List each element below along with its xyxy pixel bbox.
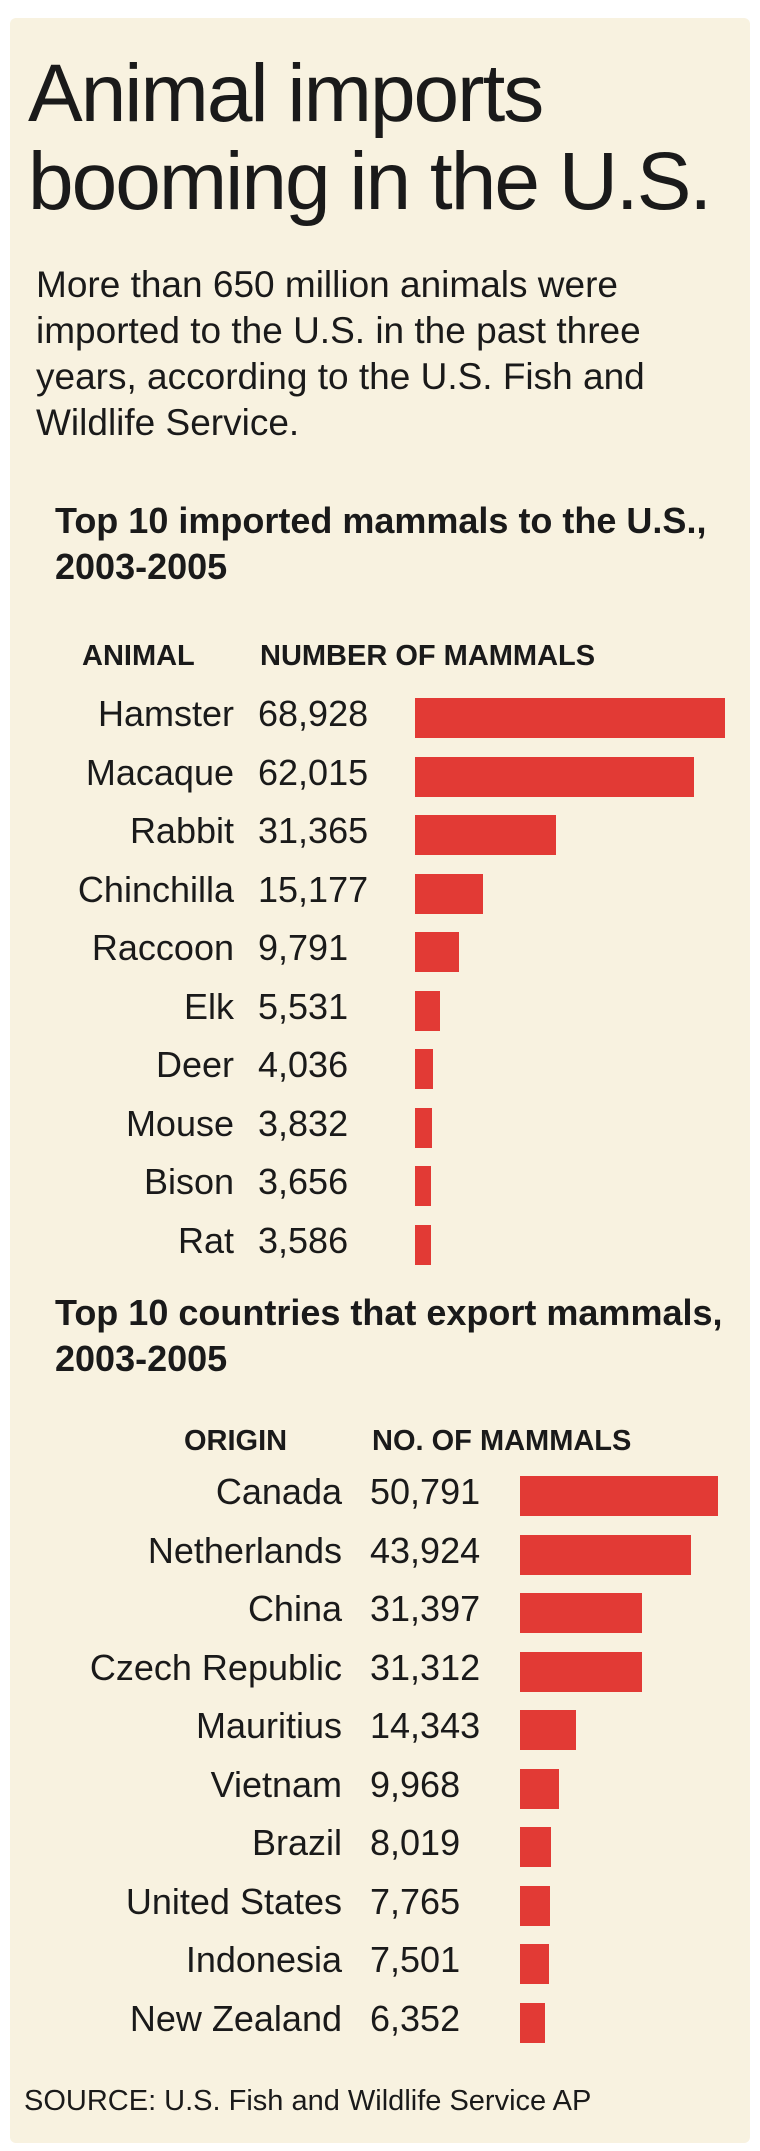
chart2-value-label: 7,501 <box>370 1939 461 1980</box>
chart2-category-label: Mauritius <box>195 1705 342 1746</box>
chart2-category-label: New Zealand <box>129 1997 342 2039</box>
chart1-category-label: Elk <box>183 985 234 1027</box>
chart2-bar <box>520 1476 718 1516</box>
chart2-category-label: Indonesia <box>185 1939 342 1980</box>
chart2-bar <box>520 1593 642 1633</box>
chart1-value-label: 5,531 <box>258 985 349 1027</box>
chart1-bar <box>415 1049 433 1089</box>
chart2-value-label: 7,765 <box>370 1880 461 1922</box>
chart1-category-label: Deer <box>155 1044 234 1085</box>
chart2-category-label: Czech Republic <box>89 1646 342 1688</box>
chart2-value-label: 9,968 <box>370 1763 461 1805</box>
chart1-category-label: Macaque <box>85 751 234 793</box>
chart1-value-label: 68,928 <box>258 693 369 734</box>
chart1-bar <box>415 698 725 738</box>
chart1-bar <box>415 815 556 855</box>
chart1-value-label: 15,177 <box>258 868 369 910</box>
chart2-bar <box>520 1885 550 1926</box>
graphic-panel <box>10 18 750 2143</box>
chart2-value-label: 50,791 <box>370 1471 481 1512</box>
chart1-bar <box>415 756 694 797</box>
chart1-value-label: 3,656 <box>258 1161 349 1202</box>
chart1-value-label: 4,036 <box>258 1044 349 1085</box>
chart2-category-label: China <box>247 1588 342 1629</box>
chart2-value-label: 31,312 <box>370 1646 481 1688</box>
chart1-category-label: Rat <box>177 1219 234 1261</box>
chart1-category-label: Chinchilla <box>77 868 234 910</box>
chart1-value-label: 31,365 <box>258 810 369 851</box>
chart2-bar <box>520 2002 545 2043</box>
chart2-bar <box>520 1944 549 1984</box>
chart1-category-label: Hamster <box>97 693 234 734</box>
chart1-title: Top 10 imported mammals to the U.S., 200… <box>55 500 707 587</box>
chart2-value-header: NO. OF MAMMALS <box>372 1425 632 1457</box>
chart2-bar <box>520 1768 559 1809</box>
chart1-category-label: Mouse <box>125 1102 234 1144</box>
chart2-value-label: 8,019 <box>370 1822 461 1863</box>
chart2-value-label: 31,397 <box>370 1588 481 1629</box>
chart1-bar <box>415 1166 431 1206</box>
chart2-category-label: Netherlands <box>147 1529 342 1571</box>
chart1-value-header: NUMBER OF MAMMALS <box>260 640 596 672</box>
source-credit: SOURCE: U.S. Fish and Wildlife Service A… <box>24 2085 592 2117</box>
chart2-bar <box>520 1827 551 1867</box>
chart2-value-label: 43,924 <box>370 1529 481 1571</box>
chart1-value-label: 3,832 <box>258 1102 349 1144</box>
chart1-bar <box>415 873 483 914</box>
chart2-category-label: Canada <box>215 1471 342 1512</box>
chart1-category-label: Rabbit <box>129 810 234 851</box>
chart2-title: Top 10 countries that export mammals, 20… <box>55 1292 723 1379</box>
chart2-category-label: Vietnam <box>210 1763 342 1805</box>
chart2-bar <box>520 1710 576 1750</box>
chart1-bar <box>415 1224 431 1265</box>
chart2-bar <box>520 1534 691 1575</box>
intro-text: More than 650 million animals were impor… <box>36 264 645 443</box>
chart2-category-header: ORIGIN <box>184 1425 288 1457</box>
chart1-value-label: 62,015 <box>258 751 369 793</box>
title-line-2: booming in the U.S. <box>28 136 712 227</box>
chart1-value-label: 9,791 <box>258 927 349 968</box>
chart1-category-label: Bison <box>143 1161 234 1202</box>
chart1-category-label: Raccoon <box>91 927 234 968</box>
chart2-bar <box>520 1651 642 1692</box>
chart1-bar <box>415 1107 432 1148</box>
main-title: Animal imports booming in the U.S. <box>28 50 748 226</box>
chart2-value-label: 6,352 <box>370 1997 461 2039</box>
chart2-value-label: 14,343 <box>370 1705 481 1746</box>
chart1-bar <box>415 932 459 972</box>
chart2-category-label: United States <box>125 1880 342 1922</box>
chart1-value-label: 3,586 <box>258 1219 349 1261</box>
title-line-1: Animal imports <box>28 48 544 139</box>
chart1-category-header: ANIMAL <box>82 640 195 672</box>
chart1-bar <box>415 990 440 1031</box>
chart2-category-label: Brazil <box>251 1822 342 1863</box>
